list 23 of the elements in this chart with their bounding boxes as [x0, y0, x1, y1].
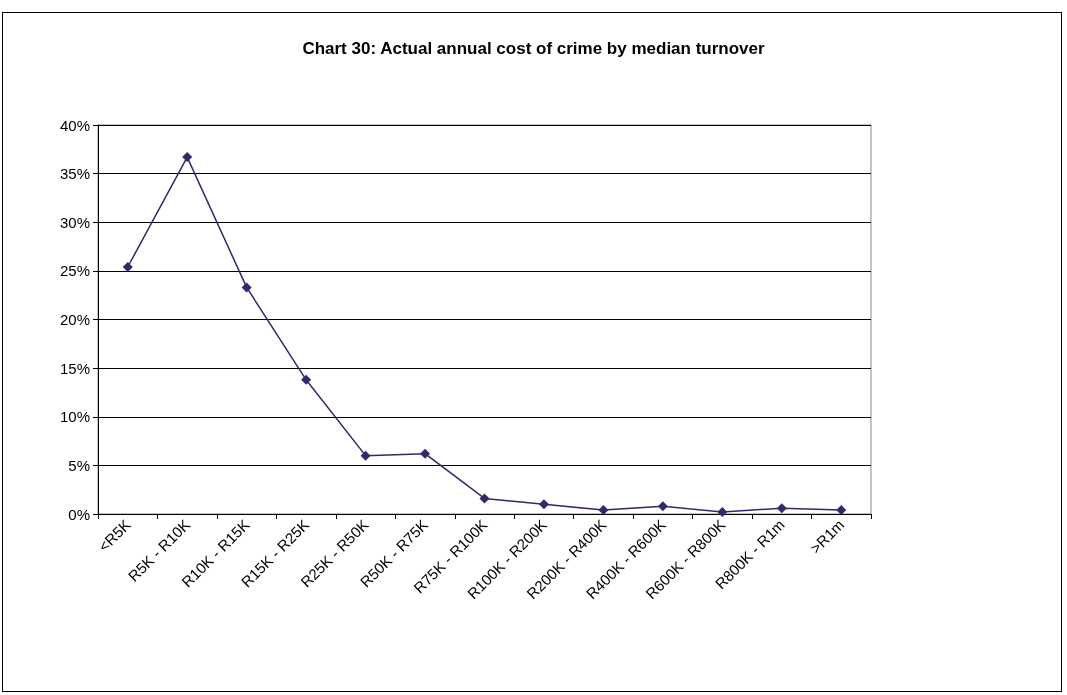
point — [479, 493, 490, 504]
point — [182, 152, 193, 163]
y-tick-label: 20% — [59, 311, 90, 328]
point — [241, 282, 252, 293]
point — [420, 448, 431, 459]
point — [717, 507, 728, 518]
y-tick-label: 0% — [68, 505, 90, 523]
point — [360, 450, 371, 461]
y-tick-label: 5% — [68, 456, 90, 474]
chart-title: Chart 30: Actual annual cost of crime by median turnover — [302, 39, 766, 58]
y-tick-label: 10% — [59, 408, 90, 426]
point — [776, 503, 787, 514]
point — [657, 501, 668, 512]
y-tick-label: 25% — [59, 262, 90, 280]
point — [836, 505, 847, 516]
y-tick-label: 30% — [59, 213, 90, 231]
point — [122, 261, 133, 272]
point — [598, 505, 609, 516]
y-tick-label: 15% — [59, 359, 90, 377]
point — [538, 499, 549, 510]
y-tick-label: 40% — [59, 116, 90, 134]
point — [301, 374, 312, 385]
y-tick-label: 35% — [59, 165, 90, 183]
